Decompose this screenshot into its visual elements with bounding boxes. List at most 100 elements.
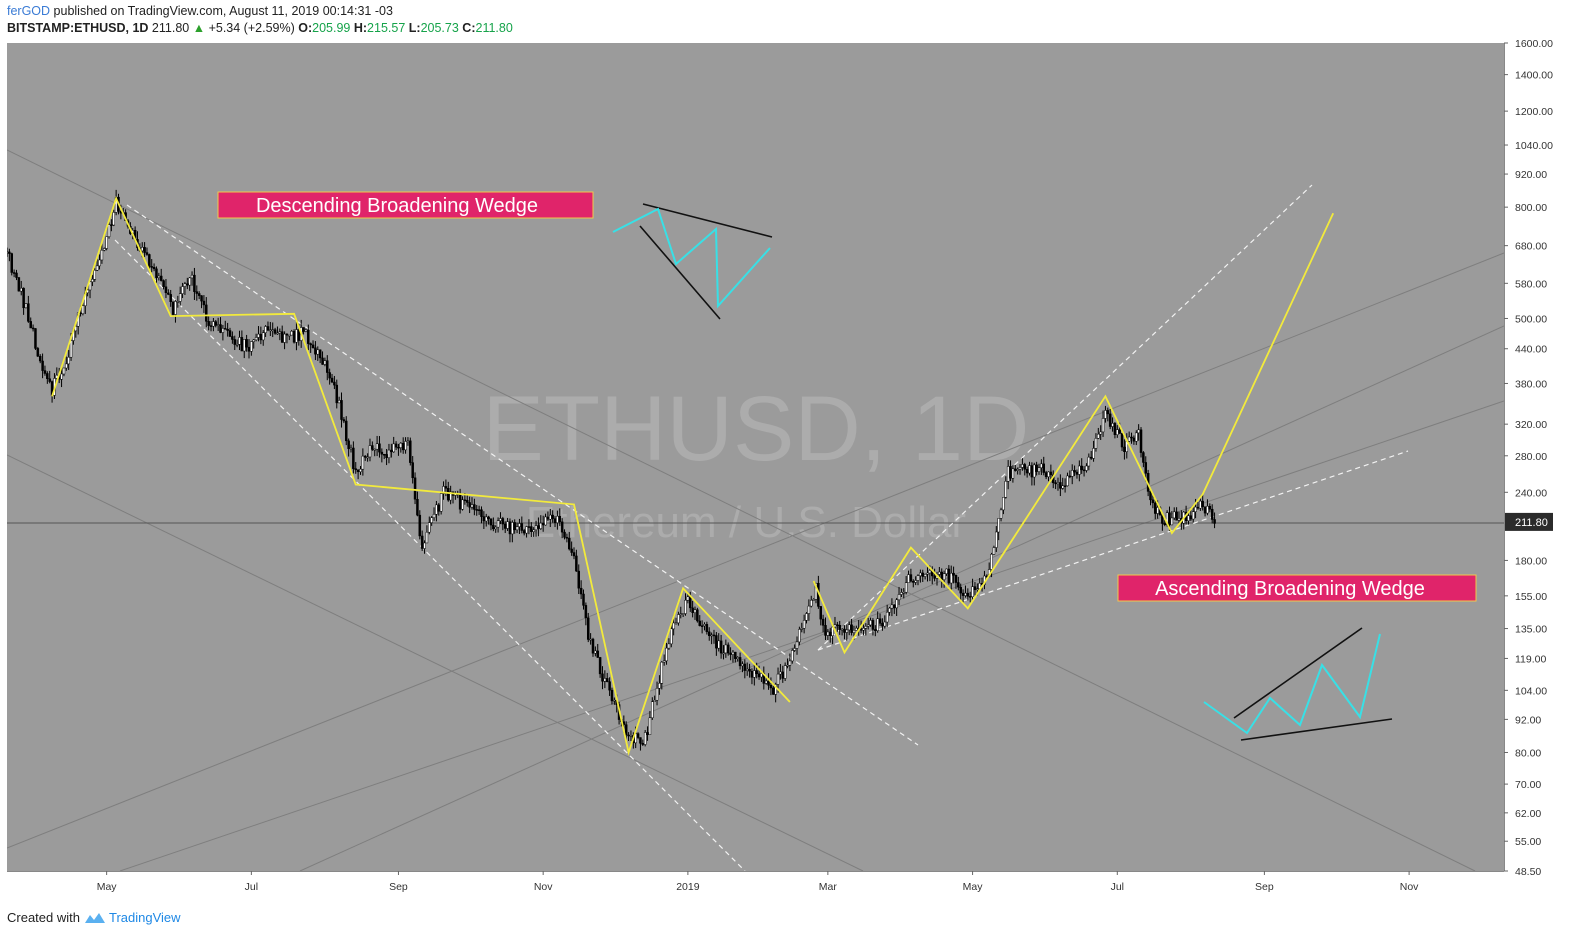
candle-body [662,660,666,663]
candle-body [572,552,576,557]
time-axis[interactable]: May Jul Sep Nov 2019 Mar May Jul Sep Nov [0,871,1504,901]
tradingview-logo-link[interactable]: TradingView [84,910,181,925]
schematic-zigzag [612,207,771,309]
candle-body [916,575,920,581]
candle-body [558,515,562,523]
wedge-dashed-line [114,239,746,871]
candle-body [990,554,993,570]
candle-body [1094,438,1098,449]
candle-body [382,453,386,456]
candle-body [437,504,441,512]
candle-body [821,618,825,626]
candle-body [731,651,735,655]
candle-body [1049,471,1053,476]
footer: Created with TradingView [7,910,181,925]
candle-body [292,331,296,343]
candle-body [513,522,516,531]
price-tick-label: 135.00 [1515,624,1547,636]
candle-body [560,521,564,533]
candle-body [603,678,607,682]
candle-body [534,525,538,531]
candle-body [503,523,507,529]
candle-body [613,699,616,702]
candle-body [43,370,47,374]
candle-body [565,537,569,539]
candle-body [93,269,97,280]
price-tick-label: 119.00 [1515,653,1546,665]
candle-body [641,743,645,745]
candle-body [577,570,581,589]
candle-body [900,592,903,595]
candle-body [1175,511,1178,521]
candle-body [1099,431,1102,435]
candle-body [363,455,367,458]
candle-body [912,581,915,583]
candle-body [525,526,528,534]
candle-body [65,363,68,369]
candle-body [999,509,1003,519]
candle-body [371,445,374,450]
candle-body [544,516,547,526]
high-label: H: [353,21,368,35]
descending-wedge-schematic [612,203,773,320]
schematic-lower-line [1240,718,1393,741]
candle-body [69,340,73,358]
close-value: 211.80 [475,21,513,35]
candle-body [1011,468,1015,479]
candle-body [62,367,66,375]
candle-body [418,514,422,537]
candle-body [1132,437,1136,442]
candle-body [34,328,37,349]
candle-body [226,328,229,331]
candle-body [691,607,694,613]
channel-line [7,252,1504,849]
candle-body [791,650,794,662]
price-tick-label: 280.00 [1515,451,1547,463]
candle-body [399,442,403,448]
candle-body [755,670,758,675]
open-value: 205.99 [312,21,351,35]
price-axis[interactable]: 1600.00 1400.00 1200.00 1040.00 920.00 800.00… [1504,38,1588,878]
candle-body [1097,433,1100,439]
candle-body [38,355,42,362]
candle-body [643,732,647,745]
candle-body [1194,506,1197,512]
candle-body [847,624,851,631]
candle-body [518,523,521,527]
candle-body [271,329,274,331]
candle-body [197,293,201,296]
candle-body [750,670,754,678]
candle-body [520,523,524,531]
candle-body [316,349,320,355]
candle-body [373,448,376,451]
candle-body [10,253,13,273]
candle-body [378,443,381,453]
candle-body [973,586,977,590]
candle-body [1130,436,1133,439]
candle-body [167,292,170,295]
candle-body [31,327,35,330]
candle-body [1089,456,1093,459]
candle-body [240,337,244,352]
author-link[interactable]: ferGOD [7,4,51,18]
candle-body [636,733,640,738]
candle-body [41,360,44,371]
candle-body [741,663,744,667]
price-tick-label: 680.00 [1515,241,1547,253]
candle-body [304,329,308,332]
candle-body [814,582,818,600]
candle-body [143,247,146,253]
candle-body [394,443,398,448]
candle-body [914,580,917,583]
candle-body [1059,482,1062,489]
channel-line [7,454,864,871]
candle-body [608,681,611,691]
candle-body [767,680,770,686]
candle-body [328,372,331,379]
candle-body [352,447,355,469]
candle-body [216,324,220,326]
candle-body [461,499,464,510]
candle-body [494,526,497,530]
candle-body [1042,463,1045,473]
